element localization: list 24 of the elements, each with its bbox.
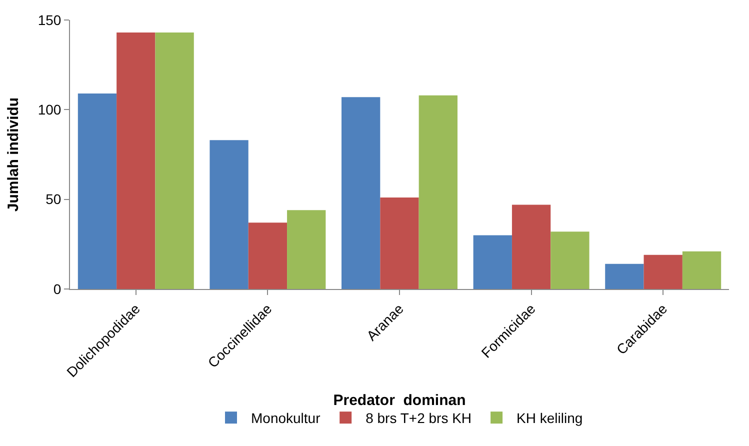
bar [512,204,551,289]
y-tick-label: 150 [38,12,62,28]
bar [342,97,380,289]
bar [116,32,156,289]
bar [473,235,512,289]
bar [78,94,117,289]
legend-label: Monokultur [251,410,321,426]
bar [418,95,458,289]
bar [210,140,248,289]
bar [605,264,644,289]
bar [644,254,682,289]
legend-label: 8 brs T+2 brs KH [366,410,472,426]
bar [380,198,419,289]
bar [287,210,326,289]
bar [682,251,722,289]
bar [550,232,590,289]
legend-label: KH keliling [516,410,583,426]
y-axis-title: Jumlah individu [5,97,22,212]
y-tick-label: 100 [38,102,62,118]
bar [155,32,194,289]
x-axis-title: Predator dominan [333,392,466,410]
y-tick-label: 0 [53,280,62,297]
y-tick-label: 50 [46,191,62,208]
bar [248,222,288,289]
